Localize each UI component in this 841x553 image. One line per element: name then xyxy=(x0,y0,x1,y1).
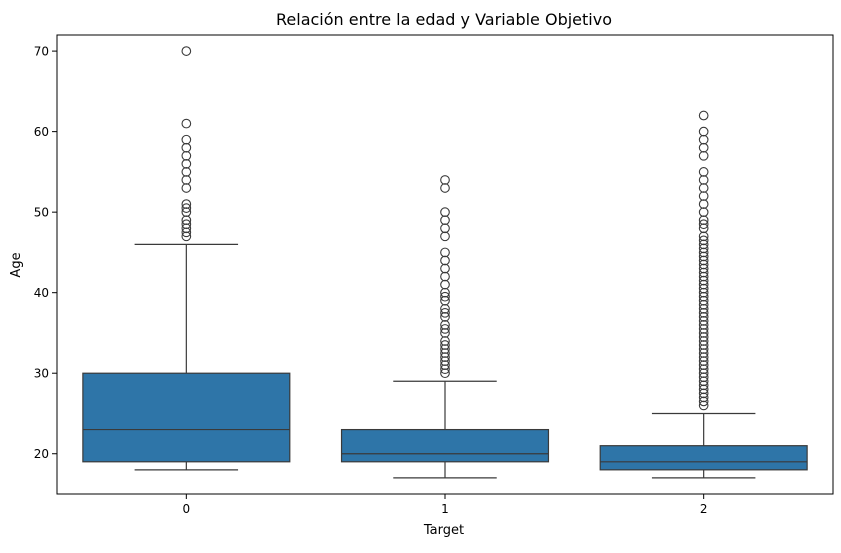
outlier-point xyxy=(181,118,192,129)
outlier-point xyxy=(181,158,192,169)
outlier-point xyxy=(181,142,192,153)
outlier-point xyxy=(440,263,450,274)
box-iqr xyxy=(340,428,550,463)
outlier-point xyxy=(698,199,709,209)
outlier-point xyxy=(698,142,709,153)
outlier-point xyxy=(698,219,709,230)
outlier-point xyxy=(698,175,709,185)
x-tick-label: 1 xyxy=(441,502,449,516)
y-tick-label: 30 xyxy=(34,367,49,381)
outlier-point xyxy=(440,271,450,282)
outlier-point xyxy=(440,215,450,226)
outlier-point xyxy=(698,207,709,218)
x-axis-label: Target xyxy=(423,523,464,538)
y-tick-label: 50 xyxy=(34,206,49,220)
outlier-point xyxy=(440,291,450,302)
outlier-point xyxy=(181,219,192,230)
x-tick-label: 0 xyxy=(183,502,191,516)
x-tick-label: 2 xyxy=(700,502,708,516)
y-tick-label: 40 xyxy=(34,286,49,300)
outlier-point xyxy=(181,150,192,161)
box-iqr xyxy=(82,372,291,463)
outlier-point xyxy=(698,167,709,177)
outlier-point xyxy=(181,199,192,209)
outlier-point xyxy=(440,223,450,234)
outlier-point xyxy=(698,150,709,161)
outlier-point xyxy=(440,183,450,193)
outlier-point xyxy=(440,307,450,318)
outlier-point xyxy=(698,134,709,145)
outlier-point xyxy=(440,247,450,258)
outlier-point xyxy=(440,279,450,290)
outlier-point xyxy=(698,191,709,201)
outlier-point xyxy=(440,324,450,334)
outlier-point xyxy=(698,235,709,246)
outlier-point xyxy=(181,203,192,213)
outlier-point xyxy=(698,110,709,121)
outlier-point xyxy=(181,46,192,56)
outlier-point xyxy=(698,126,709,137)
outlier-point xyxy=(181,167,192,177)
outlier-point xyxy=(181,183,192,193)
chart-title: Relación entre la edad y Variable Objeti… xyxy=(276,10,612,29)
y-tick-label: 20 xyxy=(34,447,49,461)
outlier-point xyxy=(440,255,450,266)
y-axis-label: Age xyxy=(9,252,24,277)
outlier-point xyxy=(181,175,192,185)
axes: 20 30 40 50 60 70 0 1 2 xyxy=(34,34,834,516)
outlier-point xyxy=(440,231,450,242)
outlier-point xyxy=(440,175,450,185)
y-tick-label: 70 xyxy=(34,45,49,59)
outlier-point xyxy=(181,134,192,145)
outlier-point xyxy=(440,340,450,350)
outlier-point xyxy=(698,183,709,193)
y-tick-label: 60 xyxy=(34,125,49,139)
box-iqr xyxy=(599,445,808,471)
plot-area xyxy=(82,46,808,479)
outlier-point xyxy=(440,207,450,218)
